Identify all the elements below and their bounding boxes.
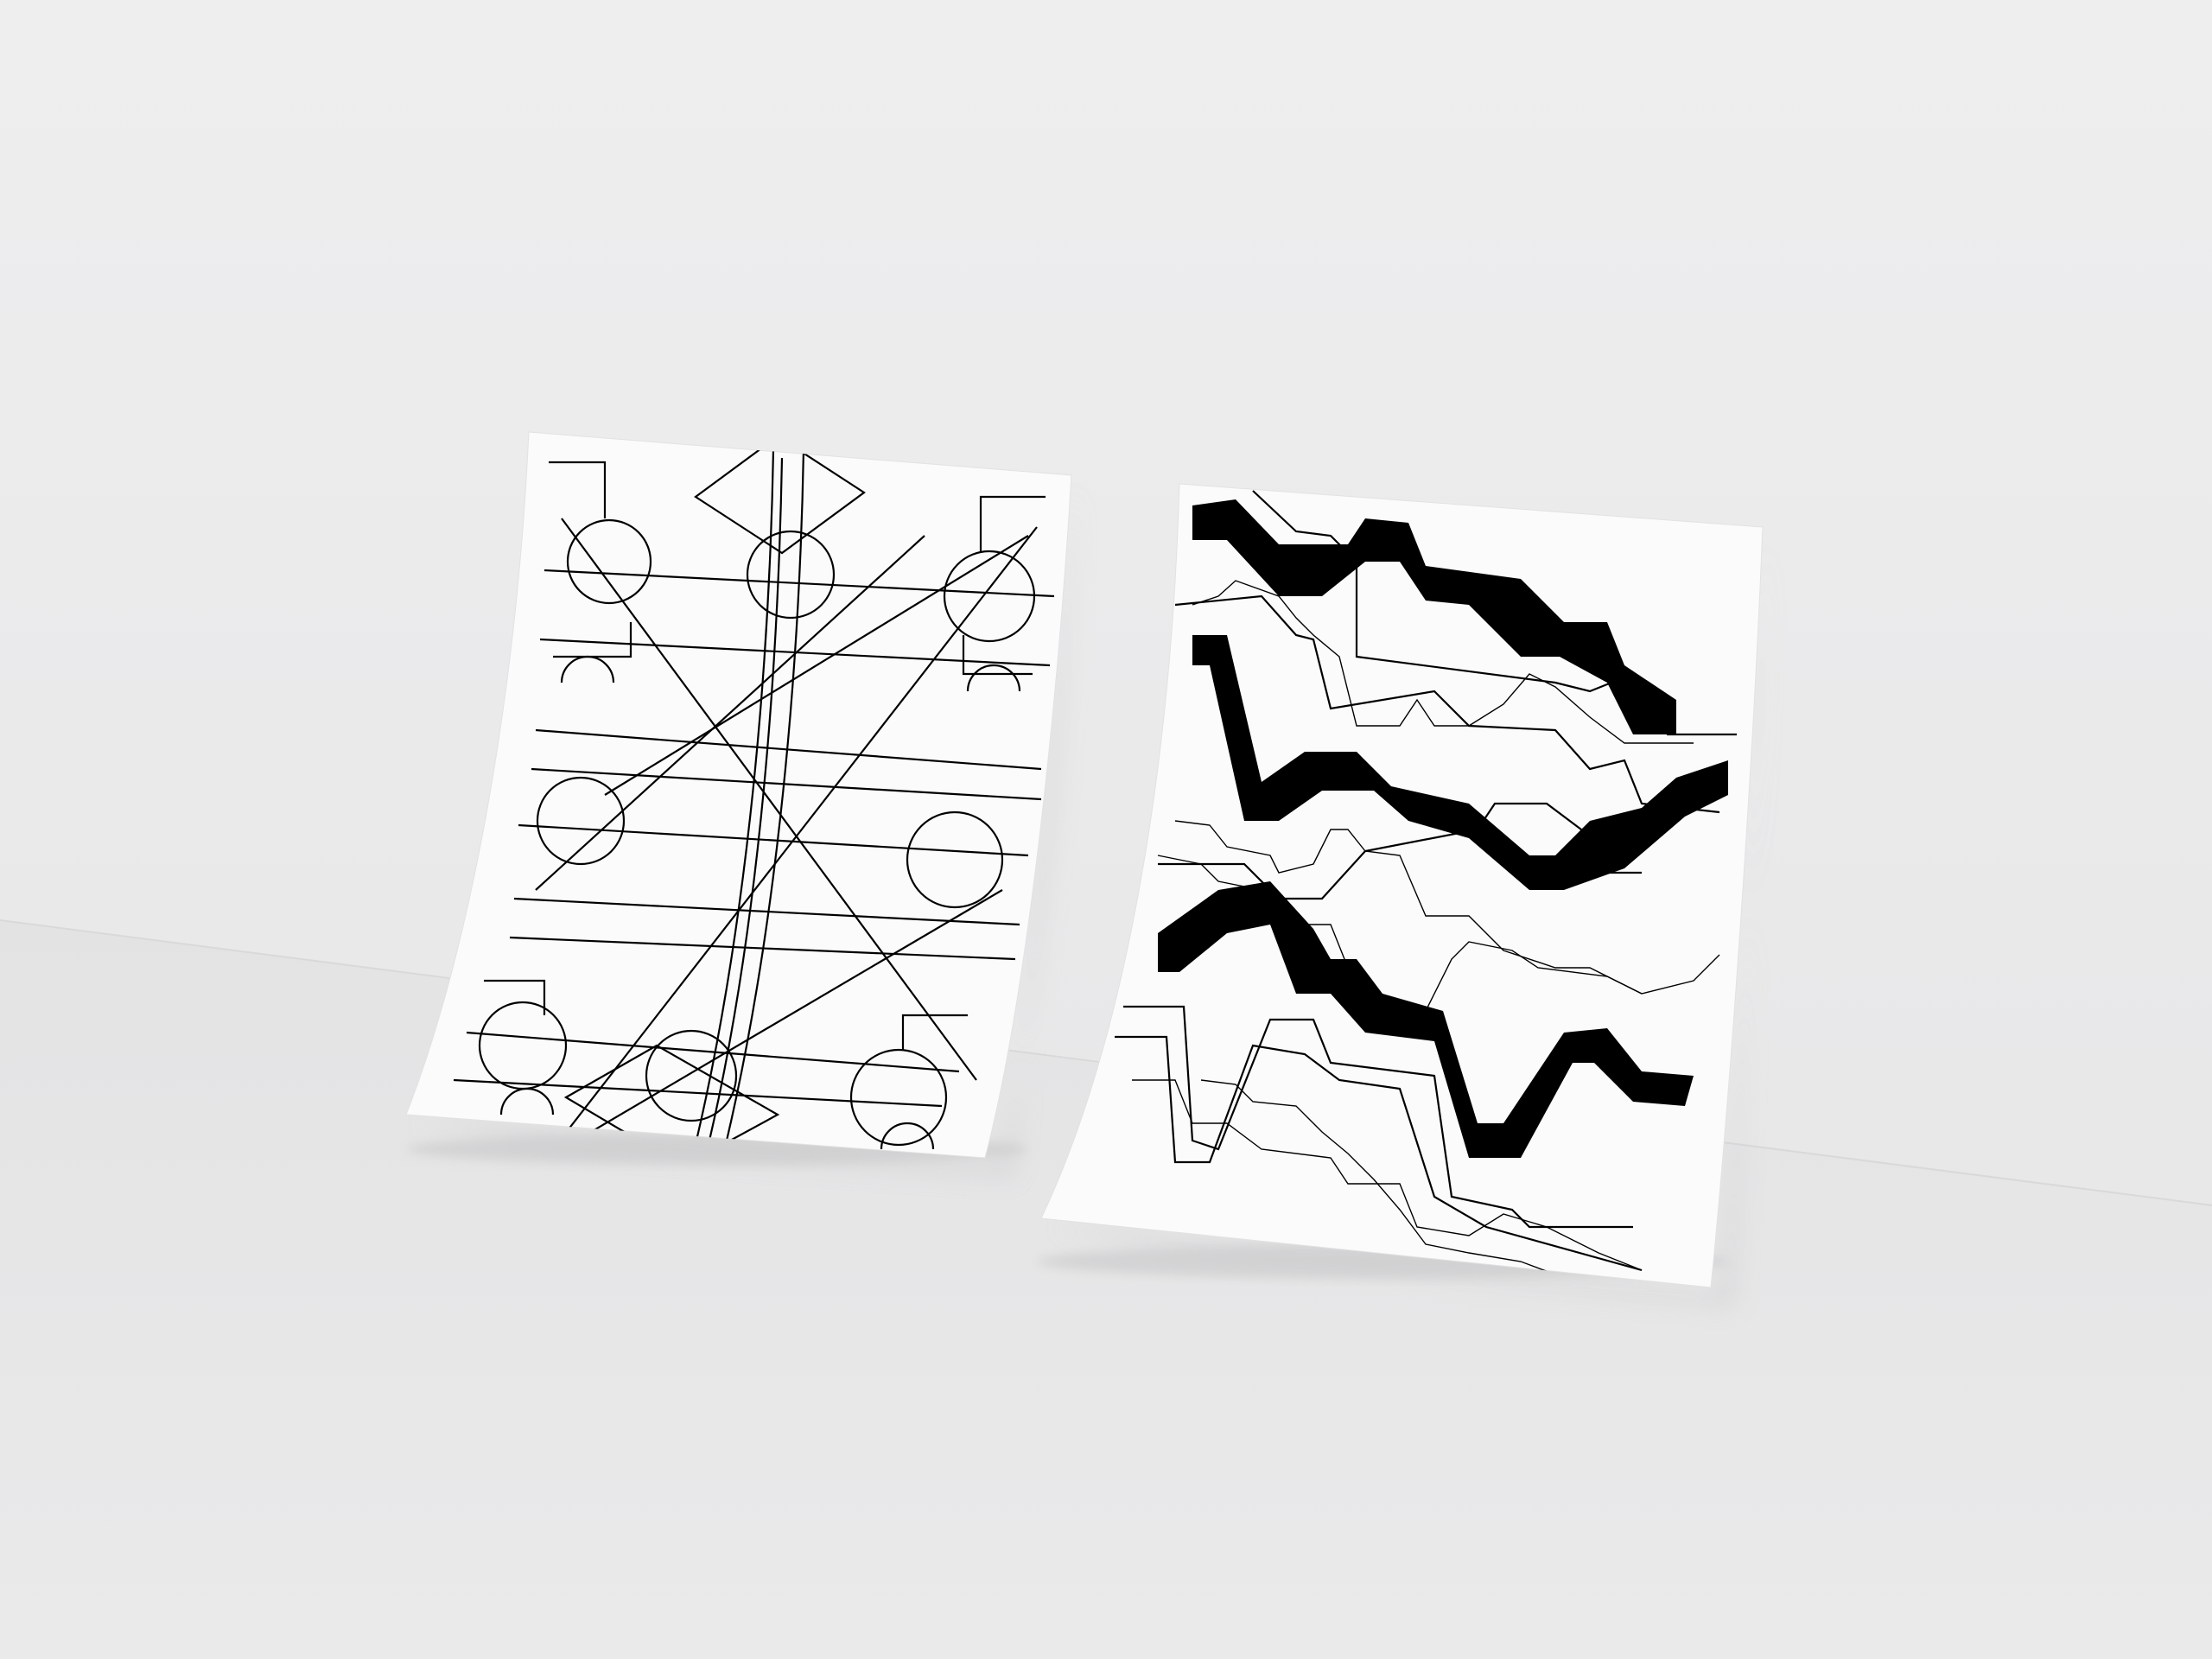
poster-right — [1040, 483, 1764, 1288]
poster-right-artwork — [1115, 490, 1737, 1275]
poster-left-paper — [405, 431, 1072, 1159]
poster-left — [405, 431, 1072, 1159]
poster-left-artwork — [453, 435, 1055, 1158]
